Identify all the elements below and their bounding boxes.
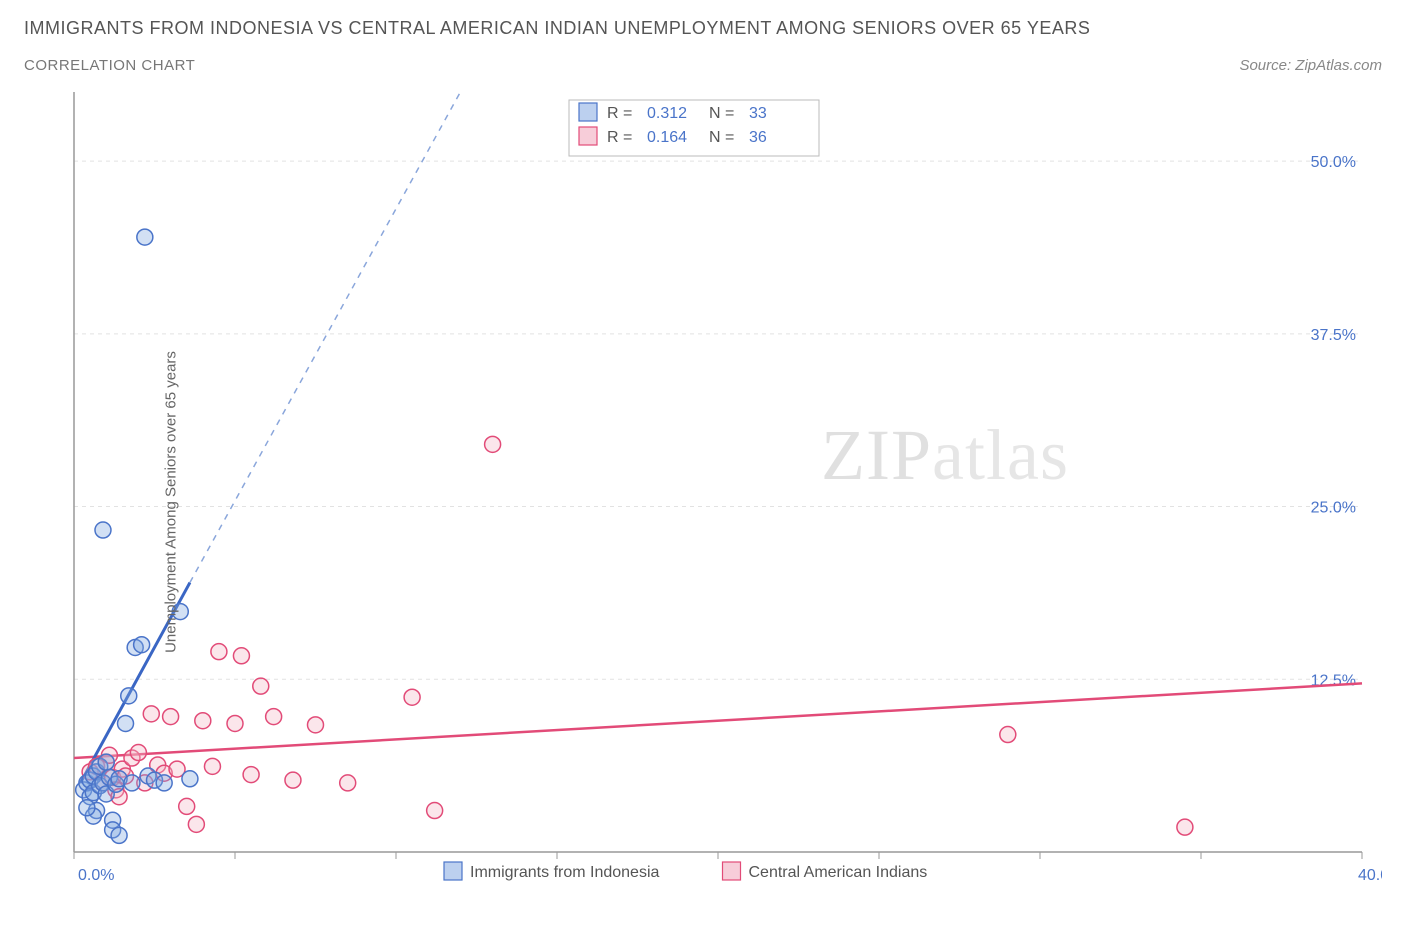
data-point (404, 689, 420, 705)
legend-swatch (723, 862, 741, 880)
y-tick-label: 25.0% (1311, 500, 1356, 517)
data-point (130, 745, 146, 761)
data-point (95, 522, 111, 538)
data-point (121, 688, 137, 704)
data-point (143, 706, 159, 722)
data-point (98, 754, 114, 770)
legend-series-label: Central American Indians (749, 864, 928, 881)
data-point (111, 827, 127, 843)
chart-title: IMMIGRANTS FROM INDONESIA VS CENTRAL AME… (24, 18, 1382, 39)
data-point (79, 800, 95, 816)
x-tick-label: 0.0% (78, 867, 114, 884)
correlation-chart: 12.5%25.0%37.5%50.0%ZIPatlas0.0%40.0%R =… (24, 92, 1382, 904)
data-point (195, 713, 211, 729)
y-tick-label: 50.0% (1311, 154, 1356, 171)
x-tick-label: 40.0% (1358, 867, 1382, 884)
data-point (285, 772, 301, 788)
data-point (253, 678, 269, 694)
legend-r-label: R = (607, 129, 632, 146)
legend-swatch (579, 103, 597, 121)
y-axis-label: Unemployment Among Seniors over 65 years (162, 351, 179, 653)
legend-r-label: R = (607, 105, 632, 122)
data-point (1177, 819, 1193, 835)
series-legend: Immigrants from Indonesia Central America… (444, 862, 927, 881)
data-point (227, 715, 243, 731)
data-point (204, 758, 220, 774)
data-point (266, 709, 282, 725)
legend-series-label: Immigrants from Indonesia (470, 864, 660, 881)
legend-n-label: N = (709, 129, 734, 146)
data-point (134, 637, 150, 653)
legend-r-value: 0.164 (647, 129, 687, 146)
data-point (156, 775, 172, 791)
watermark: ZIPatlas (821, 415, 1069, 495)
data-point (340, 775, 356, 791)
data-point (124, 775, 140, 791)
data-point (308, 717, 324, 733)
data-point (1000, 727, 1016, 743)
legend-swatch (444, 862, 462, 880)
legend-n-value: 36 (749, 129, 767, 146)
legend-swatch (579, 127, 597, 145)
data-point (118, 715, 134, 731)
legend-n-label: N = (709, 105, 734, 122)
data-point (163, 709, 179, 725)
data-point (137, 229, 153, 245)
source-label: Source: ZipAtlas.com (1239, 57, 1382, 74)
data-point (233, 648, 249, 664)
data-point (427, 803, 443, 819)
legend-n-value: 33 (749, 105, 767, 122)
data-point (182, 771, 198, 787)
data-point (179, 798, 195, 814)
legend-r-value: 0.312 (647, 105, 687, 122)
data-point (211, 644, 227, 660)
trend-line-blue-dash (190, 92, 460, 583)
y-tick-label: 37.5% (1311, 327, 1356, 344)
data-point (188, 816, 204, 832)
chart-subtitle: CORRELATION CHART (24, 57, 195, 74)
data-point (243, 767, 259, 783)
data-point (485, 436, 501, 452)
